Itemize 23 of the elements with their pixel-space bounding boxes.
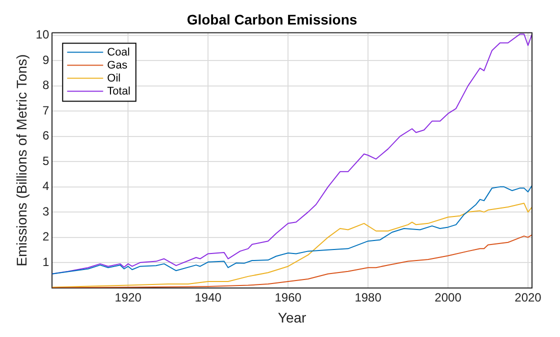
y-tick-label: 6 bbox=[42, 128, 50, 143]
y-tick-label: 5 bbox=[42, 154, 50, 168]
chart-title: Global Carbon Emissions bbox=[186, 11, 358, 28]
legend-label: Gas bbox=[107, 59, 128, 72]
y-tick-label: 1 bbox=[42, 254, 50, 269]
y-tick-label: 2 bbox=[42, 230, 50, 244]
y-tick-label: 4 bbox=[42, 179, 50, 194]
x-tick-label: 1980 bbox=[354, 290, 382, 304]
y-tick-label: 7 bbox=[42, 103, 50, 118]
y-axis-title: Emissions (Billions of Metric Tons) bbox=[13, 54, 30, 266]
y-tick-label: 8 bbox=[42, 78, 50, 92]
x-tick-label: 1960 bbox=[274, 290, 302, 304]
x-axis-title: Year bbox=[278, 309, 307, 326]
legend-label: Total bbox=[107, 85, 130, 98]
x-tick-label: 1940 bbox=[194, 290, 222, 304]
legend-label: Oil bbox=[107, 72, 121, 84]
x-tick-label: 2020 bbox=[514, 290, 542, 304]
y-tick-label: 10 bbox=[36, 28, 50, 42]
y-tick-label: 3 bbox=[42, 204, 50, 218]
y-tick-label: 9 bbox=[42, 52, 50, 67]
x-tick-label: 2000 bbox=[434, 290, 462, 304]
legend-label: Coal bbox=[107, 46, 130, 58]
x-tick-label: 1920 bbox=[114, 290, 142, 304]
